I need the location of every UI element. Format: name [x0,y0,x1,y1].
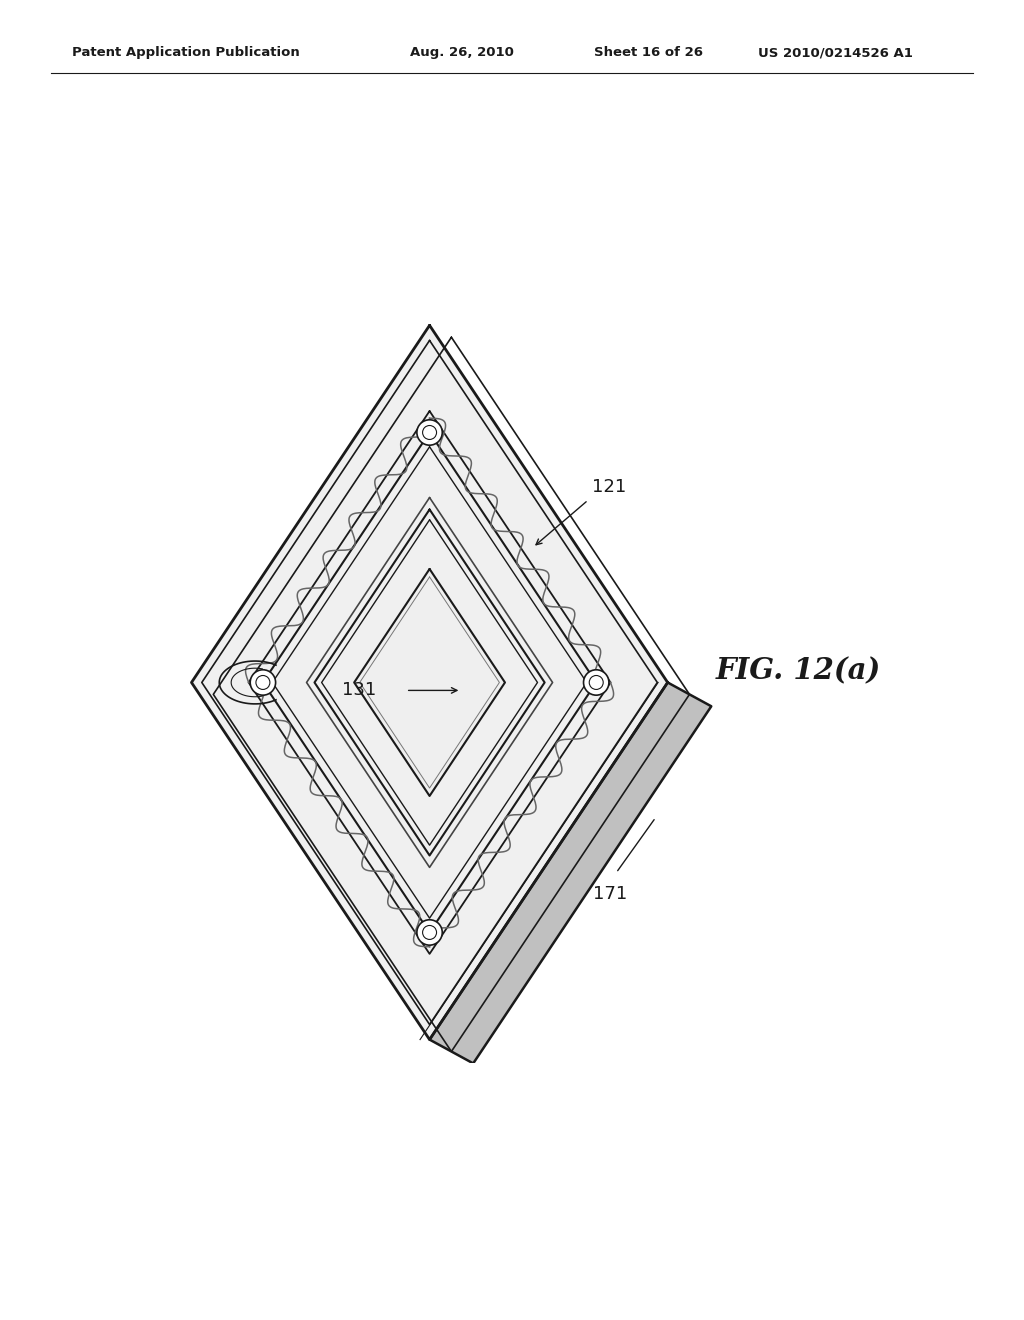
Circle shape [250,669,275,696]
Text: 131: 131 [342,681,377,700]
Text: Patent Application Publication: Patent Application Publication [72,46,299,59]
Circle shape [584,669,609,696]
Polygon shape [430,682,712,1064]
Polygon shape [354,569,505,796]
Circle shape [417,920,442,945]
Text: 121: 121 [592,478,627,496]
Text: Aug. 26, 2010: Aug. 26, 2010 [410,46,513,59]
Text: Sheet 16 of 26: Sheet 16 of 26 [594,46,702,59]
Text: FIG. 12(a): FIG. 12(a) [716,656,882,685]
Circle shape [417,420,442,445]
Text: 171: 171 [593,884,628,903]
Polygon shape [191,325,668,1040]
Text: US 2010/0214526 A1: US 2010/0214526 A1 [758,46,912,59]
